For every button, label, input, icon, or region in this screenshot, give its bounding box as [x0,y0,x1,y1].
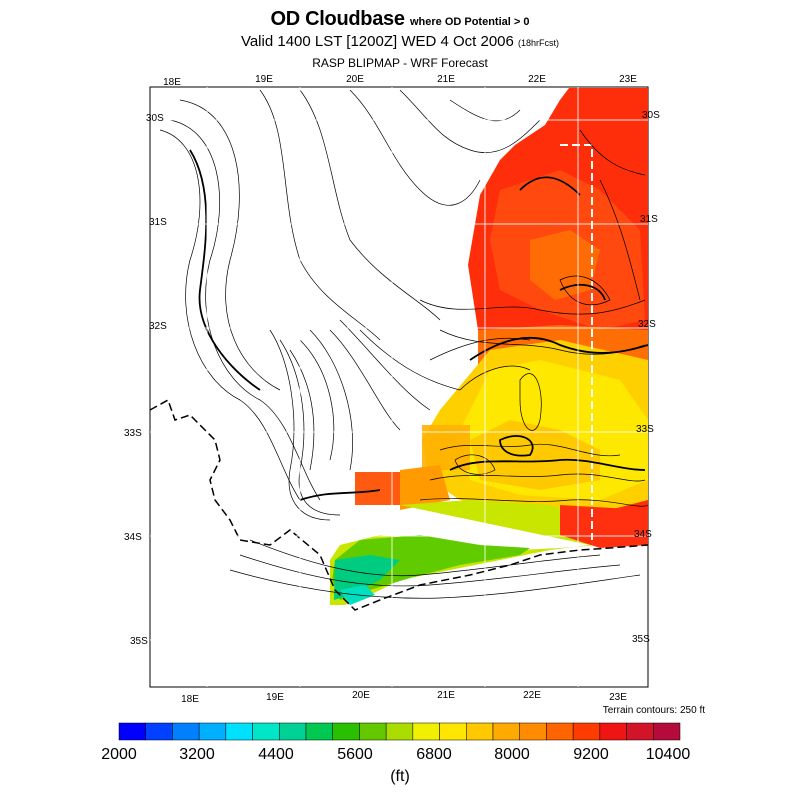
colorbar-swatch [359,722,387,741]
colorbar-swatch [385,722,414,741]
colorbar-swatch [118,722,146,741]
lat-label-left-32: 32S [149,321,167,332]
colorbar-swatch [546,722,574,741]
province-border [560,144,593,540]
colorbar-swatch [599,722,627,741]
terrain-contours [159,89,649,599]
colorbar-swatch [332,722,360,741]
colorbar-label-8000: 8000 [494,746,530,763]
colorbar-swatch [279,722,307,741]
colorbar [118,722,681,741]
title-condition: where OD Potential > 0 [409,16,530,28]
coastline [149,398,649,611]
colorbar-swatch [572,722,601,741]
lat-label-right-31: 31S [640,214,658,225]
lon-label-top-23: 23E [619,74,637,85]
lat-label-right-35: 35S [632,634,650,645]
colorbar-swatch [653,722,681,741]
forecast-hours: (18hrFcst) [518,38,560,48]
lat-label-right-30: 30S [642,110,660,121]
colorbar-swatch [198,722,227,741]
lon-label-top-21: 21E [437,74,455,85]
valid-time-text: Valid 1400 LST [1200Z] WED 4 Oct 2006 [240,33,514,50]
colorbar-swatch [172,722,200,741]
lat-label-right-32: 32S [638,319,656,330]
lon-label-top-19: 19E [255,74,273,85]
colorbar-label-9200: 9200 [573,746,609,763]
colorbar-label-2000: 2000 [101,746,137,763]
colorbar-units: (ft) [390,768,410,785]
colorbar-label-3200: 3200 [179,746,215,763]
colorbar-swatch [145,722,173,741]
colorbar-swatch [439,722,467,741]
valid-time: Valid 1400 LST [1200Z] WED 4 Oct 2006 (1… [0,33,800,50]
terrain-contours-major [189,149,649,501]
chart-title: OD Cloudbase where OD Potential > 0 [0,8,800,31]
colorbar-swatch [466,722,494,741]
lon-label-bottom-23: 23E [609,692,627,703]
colorbar-label-4400: 4400 [258,746,294,763]
colorbar-label-6800: 6800 [416,746,452,763]
lat-label-right-34: 34S [634,529,652,540]
colorbar-label-10400: 10400 [646,746,691,763]
lat-label-left-33: 33S [124,428,142,439]
lon-label-bottom-18: 18E [181,694,199,705]
colorbar-swatch [305,722,333,741]
lon-label-top-18: 18E [163,77,181,88]
colorbar-swatch [412,722,440,741]
lat-label-left-30: 30S [146,113,164,124]
colorbar-swatch [626,722,654,741]
terrain-contour-note: Terrain contours: 250 ft [602,705,705,716]
lat-lon-grid [150,87,648,687]
lon-label-bottom-22: 22E [523,690,541,701]
lat-label-left-34: 34S [124,532,142,543]
colorbar-labels: 2000 3200 4400 5600 6800 8000 9200 10400 [101,746,690,763]
lon-label-bottom-21: 21E [437,690,455,701]
model-name: RASP BLIPMAP - WRF Forecast [312,56,488,70]
lat-label-left-35: 35S [130,636,148,647]
lon-label-bottom-19: 19E [266,692,284,703]
title-main: OD Cloudbase [270,8,406,30]
colorbar-swatch [252,722,280,741]
colorbar-swatch [519,722,547,741]
colorbar-swatch [225,722,253,741]
lat-label-left-31: 31S [149,217,167,228]
lon-label-top-20: 20E [346,74,364,85]
lon-label-bottom-20: 20E [352,690,370,701]
colorbar-label-5600: 5600 [337,746,373,763]
lat-label-right-33: 33S [636,424,654,435]
lon-label-top-22: 22E [528,74,546,85]
colorbar-swatch [492,722,520,741]
